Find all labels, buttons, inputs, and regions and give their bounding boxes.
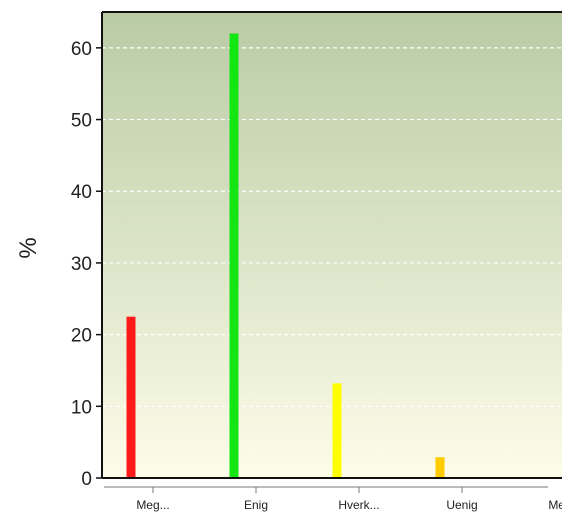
bar: [126, 316, 136, 478]
y-tick-label: 20: [71, 326, 92, 347]
bar: [229, 33, 239, 478]
bar: [435, 457, 445, 478]
x-tick-label: Uenig: [446, 498, 477, 512]
plot-area: [102, 12, 562, 478]
x-tick-label: Hverk...: [338, 498, 379, 512]
bars: [126, 33, 445, 478]
y-tick-label: 10: [71, 397, 92, 418]
x-tick-label: Meg...: [136, 498, 169, 512]
y-tick-label: 50: [71, 111, 92, 132]
x-tick-label: Meg...: [548, 498, 562, 512]
y-axis-ticks: 0 10 20 30 40 50 60: [71, 39, 102, 490]
y-tick-label: 0: [81, 469, 92, 490]
y-axis-title: %: [15, 237, 42, 258]
y-tick-label: 30: [71, 254, 92, 275]
y-tick-label: 60: [71, 39, 92, 60]
bar: [332, 383, 342, 478]
x-tick-label: Enig: [244, 498, 268, 512]
y-tick-label: 40: [71, 182, 92, 203]
x-axis-ticks: Meg... Enig Hverk... Uenig Meg...: [104, 486, 562, 512]
